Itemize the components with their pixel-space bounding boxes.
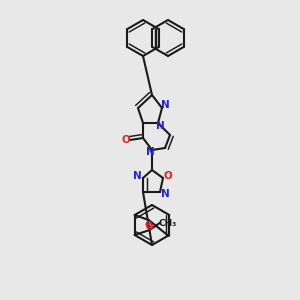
Text: O: O [145,220,153,230]
Text: O: O [164,171,172,181]
Text: N: N [160,100,169,110]
Text: N: N [133,171,141,181]
Text: N: N [156,121,164,131]
Text: O: O [146,223,154,232]
Text: O: O [122,135,130,145]
Text: N: N [146,147,154,157]
Text: N: N [160,189,169,199]
Text: CH₃: CH₃ [159,218,177,227]
